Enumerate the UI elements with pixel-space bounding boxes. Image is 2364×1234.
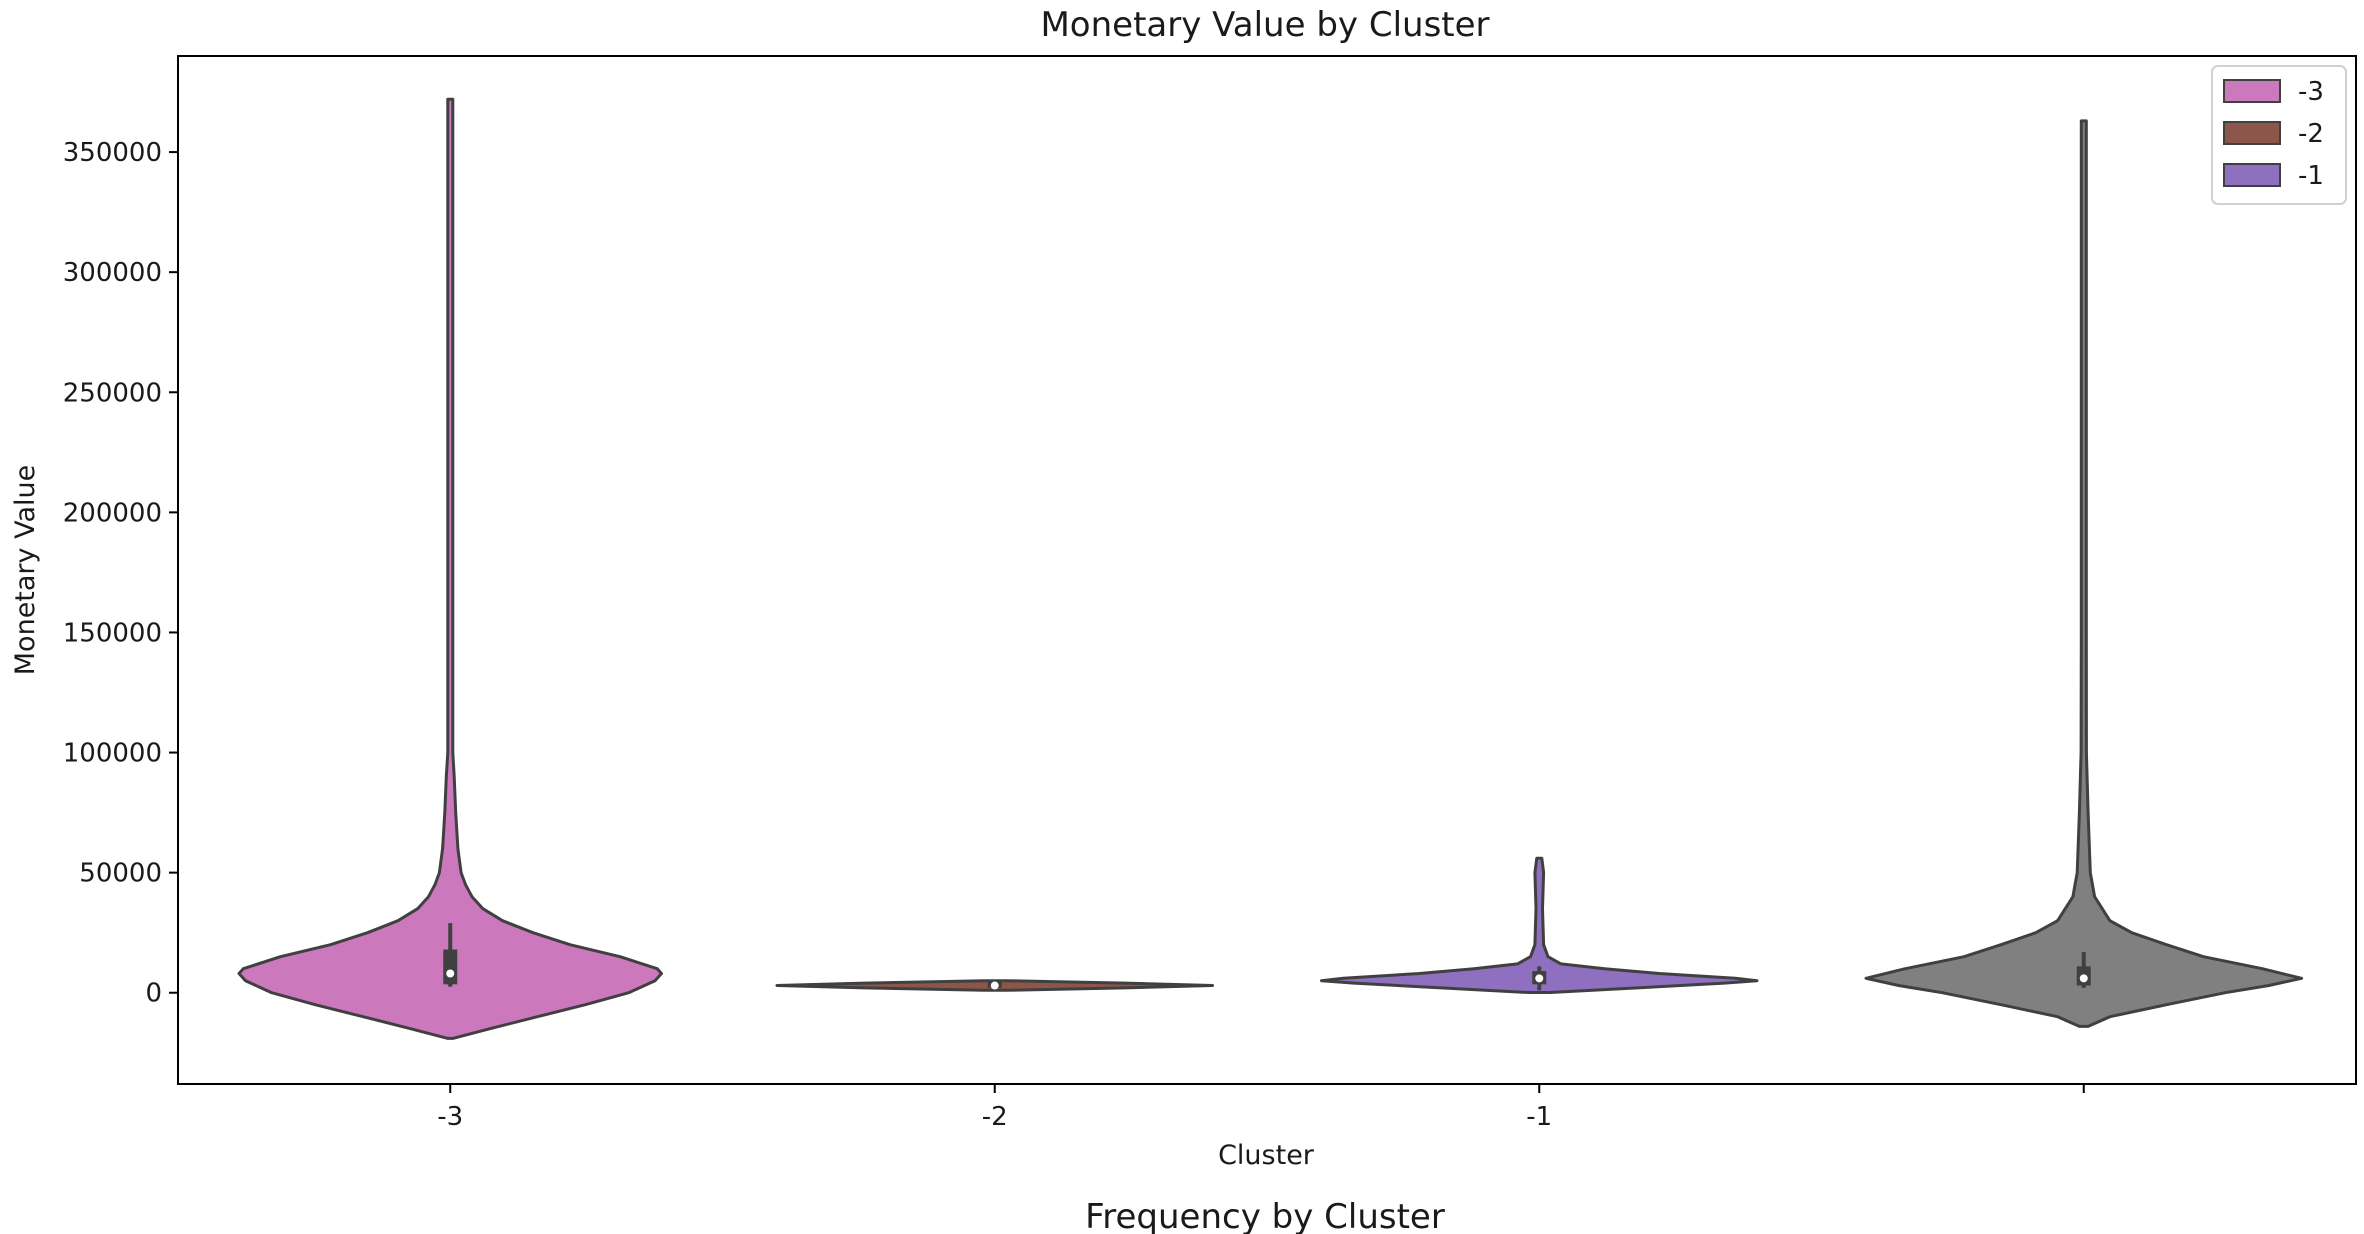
violin--1 — [1320, 856, 1759, 994]
x-tick-label: -2 — [982, 1102, 1008, 1132]
next-chart-title: Frequency by Cluster — [1085, 1197, 1445, 1234]
violin-group — [237, 97, 2304, 1040]
legend-swatch — [2223, 163, 2281, 187]
legend-label: -3 — [2298, 77, 2324, 107]
legend: -3 -2 -1 — [2211, 65, 2347, 205]
legend-swatch — [2223, 79, 2281, 103]
y-tick-label: 0 — [145, 979, 162, 1009]
x-tick-label: -3 — [437, 1102, 463, 1132]
x-axis-label: Cluster — [1218, 1140, 1315, 1171]
y-tick-label: 300000 — [63, 258, 162, 288]
violin--3 — [237, 97, 663, 1040]
median-marker — [446, 969, 455, 978]
median-marker — [1535, 974, 1544, 983]
legend-label: -1 — [2298, 161, 2324, 191]
y-tick-label: 50000 — [79, 859, 162, 889]
chart-title: Monetary Value by Cluster — [1040, 5, 1489, 45]
y-tick-label: 200000 — [63, 498, 162, 528]
x-tick-label: -1 — [1526, 1102, 1552, 1132]
x-axis: -3 -2 -1 — [437, 1084, 2085, 1132]
legend-swatch — [2223, 121, 2281, 145]
legend-label: -2 — [2298, 119, 2324, 149]
y-tick-label: 150000 — [63, 618, 162, 648]
y-tick-label: 350000 — [63, 138, 162, 168]
y-tick-label: 250000 — [63, 378, 162, 408]
y-tick-label: 100000 — [63, 739, 162, 769]
median-marker — [2079, 974, 2088, 983]
iqr-box — [443, 949, 458, 985]
plot-frame — [177, 55, 2357, 1085]
median-marker — [990, 981, 999, 990]
violin-unlabeled — [1864, 119, 2304, 1028]
y-axis-label: Monetary Value — [10, 465, 41, 675]
y-axis: 0 50000 100000 150000 200000 250000 300000 3500… — [63, 138, 178, 1009]
